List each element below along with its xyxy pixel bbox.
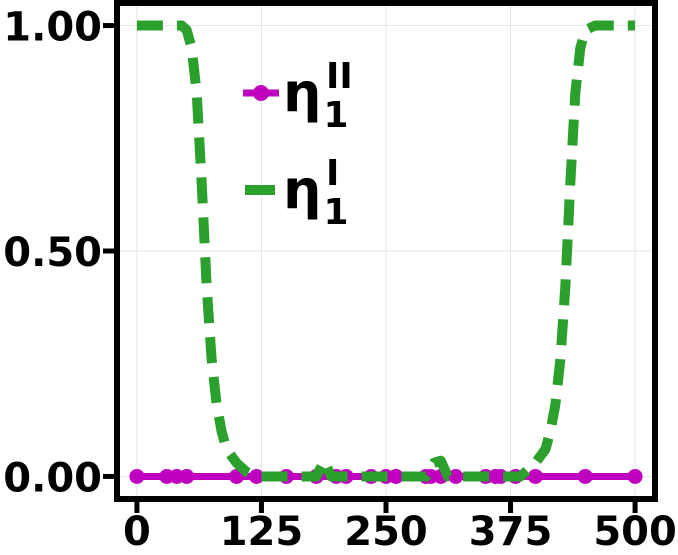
data-point — [577, 468, 593, 484]
data-point — [129, 468, 145, 484]
x-tick-label: 500 — [593, 509, 677, 555]
data-point — [527, 468, 543, 484]
legend-marker — [253, 85, 269, 101]
data-point — [448, 468, 464, 484]
y-tick-label: 1.00 — [3, 5, 102, 51]
data-point — [179, 468, 195, 484]
legend-label: η1 — [283, 158, 349, 233]
series-2 — [136, 20, 636, 482]
data-point — [627, 468, 643, 484]
data-point — [248, 468, 264, 484]
axes: 0 125 250 375 500 0.00 0.50 1.00 — [3, 5, 677, 555]
data-point — [388, 468, 404, 484]
series-line-eta1-I — [136, 20, 636, 482]
y-tick-label: 0.00 — [3, 455, 102, 501]
x-tick-label: 125 — [220, 509, 304, 555]
x-tick-label: 250 — [344, 509, 428, 555]
plot-series — [129, 20, 643, 484]
y-tick-label: 0.50 — [3, 230, 102, 276]
legend-superscript: II — [326, 56, 353, 97]
x-tick-label: 0 — [123, 509, 151, 555]
legend-label: η1 — [283, 61, 349, 136]
x-tick-label: 375 — [469, 509, 553, 555]
legend-entry: η1I — [245, 153, 349, 233]
legend-superscript: I — [326, 153, 339, 194]
